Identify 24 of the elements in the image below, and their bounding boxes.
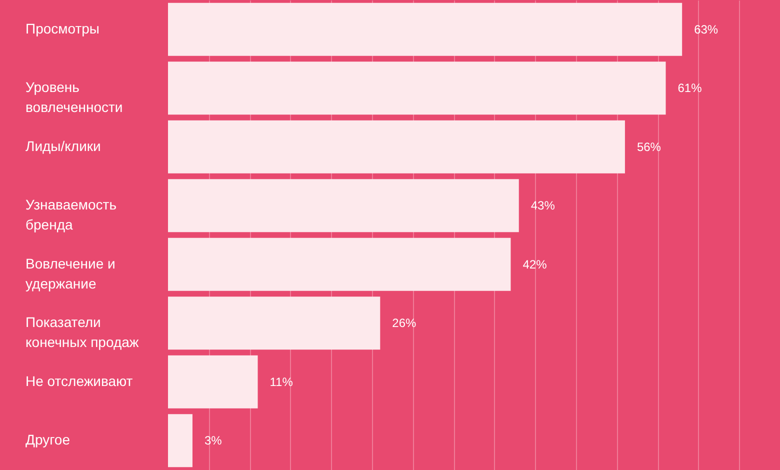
data-label: 26% [392, 316, 417, 330]
bar [168, 179, 519, 232]
bar [168, 62, 666, 115]
y-tick-label: Просмотры [26, 20, 100, 36]
bar [168, 296, 380, 350]
y-tick-label: Лиды/клики [26, 138, 101, 154]
data-label: 63% [694, 22, 718, 36]
bar [168, 120, 625, 174]
data-label: 61% [678, 81, 702, 96]
bar [168, 355, 258, 408]
y-tick-label: Показатели конечных продаж [26, 314, 140, 350]
data-label: 3% [204, 434, 222, 448]
y-tick-label: Уровень вовлеченности [26, 79, 123, 116]
bar [168, 238, 511, 291]
y-tick-label: Узнаваемость бренда [26, 196, 117, 233]
data-label: 56% [636, 140, 662, 154]
y-tick-label: Вовлечение и удержание [26, 255, 116, 292]
bar [168, 2, 682, 56]
y-tick-label: Другое [26, 432, 70, 448]
data-label: 42% [522, 257, 548, 272]
y-tick-label: Не отслеживают [26, 372, 134, 389]
data-label: 43% [530, 198, 556, 213]
bar [168, 414, 192, 468]
data-label: 11% [270, 374, 294, 389]
